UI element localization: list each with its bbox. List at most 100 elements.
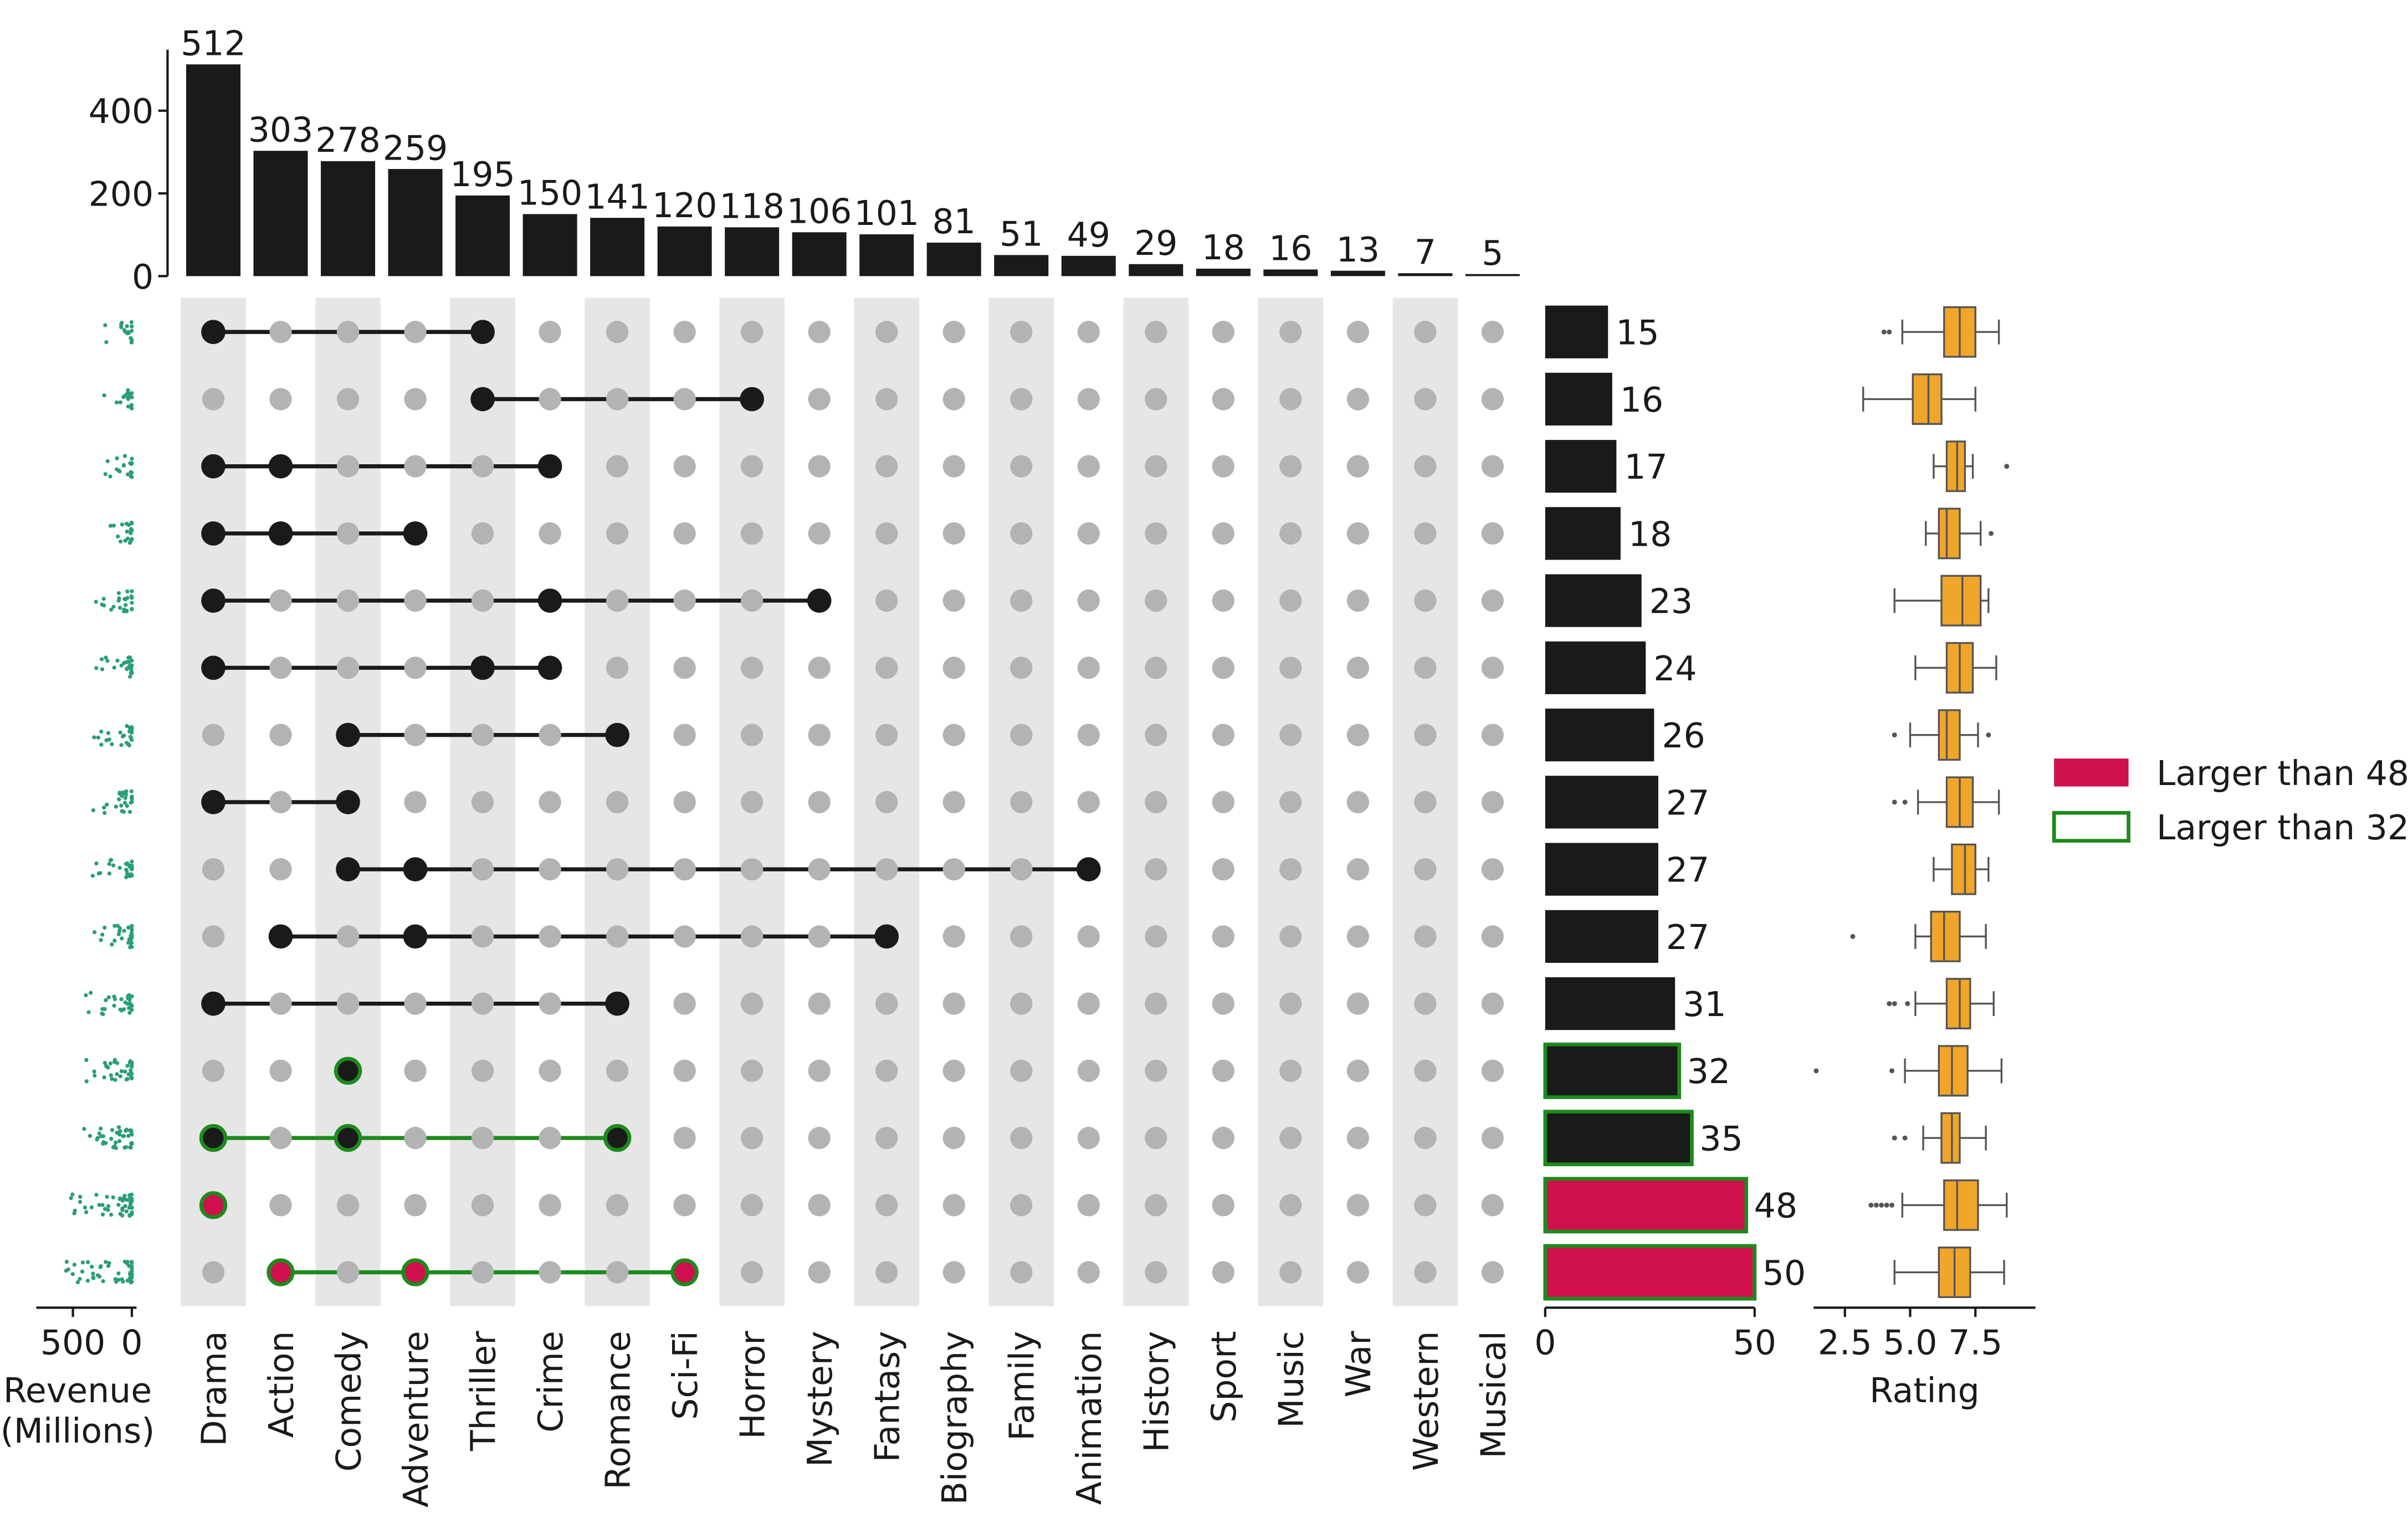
revenue-point	[118, 400, 122, 404]
matrix-dot-inactive	[808, 1194, 831, 1217]
revenue-point	[126, 331, 131, 335]
revenue-point	[91, 1271, 95, 1276]
revenue-point	[130, 1205, 134, 1210]
revenue-point	[126, 925, 131, 930]
revenue-point	[130, 797, 134, 801]
revenue-point	[78, 1276, 82, 1281]
matrix-dot-inactive	[1077, 1261, 1100, 1284]
revenue-point	[124, 1129, 128, 1133]
category-total-bar-mystery	[792, 232, 847, 276]
revenue-point	[78, 1199, 83, 1204]
revenue-point	[85, 1260, 90, 1264]
intersection-size-bar	[1545, 709, 1654, 762]
matrix-dot-inactive	[1145, 1059, 1167, 1082]
revenue-point	[130, 730, 134, 734]
matrix-dot-inactive	[875, 321, 898, 343]
revenue-point	[117, 926, 122, 931]
category-total-bar-family	[994, 255, 1049, 276]
matrix-dot-inactive	[942, 657, 965, 679]
matrix-dot-inactive	[1010, 858, 1033, 881]
matrix-dot-inactive	[404, 455, 427, 478]
matrix-dot-inactive	[741, 791, 764, 814]
revenue-point	[99, 1126, 103, 1131]
matrix-dot-inactive	[1414, 321, 1437, 343]
revenue-point	[129, 1068, 133, 1073]
matrix-dot-inactive	[539, 321, 561, 343]
revenue-point	[130, 1003, 134, 1008]
revenue-point	[129, 520, 134, 525]
revenue-point	[127, 660, 132, 664]
revenue-point	[114, 1140, 118, 1145]
rating-axis-tick-label: 5.0	[1883, 1322, 1938, 1362]
matrix-dot-inactive	[1414, 992, 1437, 1015]
matrix-dot-inactive	[404, 992, 427, 1015]
matrix-dot-inactive	[875, 858, 898, 881]
category-total-label-musical: 5	[1482, 233, 1503, 273]
revenue-point	[90, 874, 95, 878]
category-total-bar-fantasy	[859, 234, 914, 276]
matrix-dot-inactive	[269, 724, 292, 746]
category-total-label-crime: 150	[518, 173, 583, 213]
revenue-point	[102, 603, 106, 608]
rating-outlier	[1879, 1202, 1884, 1208]
revenue-point	[69, 1196, 73, 1201]
matrix-dot-inactive	[1346, 724, 1370, 746]
matrix-dot-inactive	[1481, 455, 1504, 478]
legend-swatch-outline	[2052, 811, 2130, 843]
matrix-dot-inactive	[1346, 1261, 1370, 1284]
matrix-dot-active-thriller	[470, 320, 495, 345]
revenue-point	[128, 674, 132, 679]
revenue-point	[110, 742, 114, 746]
matrix-dot-inactive	[673, 1194, 696, 1217]
matrix-dot-inactive	[1414, 455, 1437, 478]
matrix-dot-inactive	[1010, 455, 1033, 478]
matrix-dot-inactive	[1145, 724, 1167, 746]
revenue-point	[121, 394, 126, 399]
matrix-dot-inactive	[673, 657, 696, 679]
matrix-dot-inactive	[875, 388, 898, 411]
revenue-point	[111, 1145, 116, 1150]
revenue-point	[130, 873, 134, 878]
matrix-dot-inactive	[942, 1126, 965, 1150]
revenue-point	[111, 604, 116, 609]
revenue-point	[117, 606, 122, 610]
matrix-dot-active-adventure	[403, 857, 428, 881]
revenue-point	[130, 1260, 134, 1265]
revenue-point	[112, 665, 116, 670]
category-label-adventure: Adventure	[396, 1331, 436, 1507]
matrix-dot-inactive	[606, 321, 629, 343]
matrix-dot-inactive	[471, 1059, 494, 1082]
category-total-label-romance: 141	[585, 177, 650, 217]
matrix-dot-inactive	[202, 925, 225, 948]
matrix-dot-active-mystery	[807, 588, 832, 613]
matrix-dot-inactive	[1279, 1261, 1302, 1284]
revenue-point	[108, 858, 113, 863]
matrix-dot-inactive	[741, 724, 764, 746]
revenue-point	[111, 1195, 115, 1199]
matrix-dot-inactive	[942, 321, 965, 343]
revenue-point	[115, 1130, 119, 1135]
matrix-dot-inactive	[404, 724, 427, 746]
revenue-point	[106, 1065, 110, 1070]
revenue-point	[104, 1260, 108, 1264]
matrix-dot-inactive	[741, 321, 764, 343]
revenue-axis-label-line2: (Millions)	[1, 1411, 155, 1451]
intersection-size-label: 31	[1683, 984, 1726, 1024]
matrix-dot-inactive	[942, 858, 965, 881]
matrix-dot-inactive	[1279, 925, 1302, 948]
matrix-dot-inactive	[1346, 455, 1370, 478]
matrix-dot-active-drama	[201, 655, 226, 680]
revenue-point	[72, 1263, 77, 1267]
revenue-point	[103, 472, 107, 476]
revenue-point	[99, 938, 103, 942]
revenue-point	[115, 658, 120, 663]
revenue-point	[124, 609, 129, 614]
revenue-point	[91, 808, 96, 813]
revenue-point	[84, 1079, 89, 1084]
intersection-matrix	[199, 320, 1504, 1286]
matrix-dot-inactive	[539, 992, 561, 1015]
rating-iqr-box	[1938, 1045, 1969, 1097]
revenue-point	[124, 1077, 129, 1082]
revenue-point	[116, 1125, 121, 1130]
category-label-history: History	[1137, 1331, 1177, 1452]
